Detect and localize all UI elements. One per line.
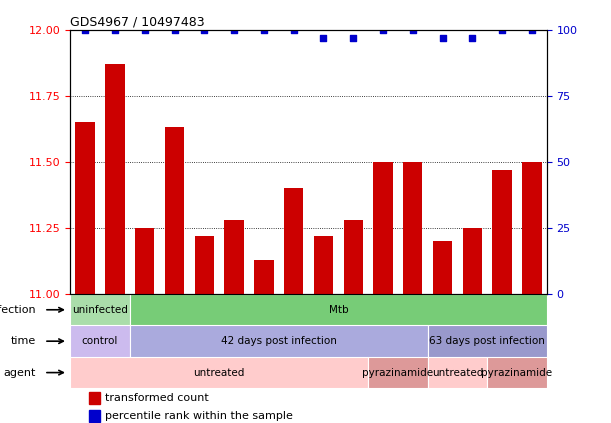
Bar — [284, 188, 303, 294]
Bar — [373, 162, 393, 294]
Bar — [89, 410, 100, 422]
Point — [259, 26, 269, 33]
Bar — [76, 122, 95, 294]
Point — [199, 26, 209, 33]
Bar — [89, 392, 100, 404]
Bar — [70, 294, 130, 325]
Point — [289, 26, 299, 33]
Text: 42 days post infection: 42 days post infection — [221, 336, 337, 346]
Point — [170, 26, 180, 33]
Text: agent: agent — [4, 368, 36, 378]
Text: infection: infection — [0, 305, 36, 315]
Text: transformed count: transformed count — [105, 393, 209, 403]
Point — [378, 26, 388, 33]
Point — [497, 26, 507, 33]
Text: uninfected: uninfected — [72, 305, 128, 315]
Text: Mtb: Mtb — [329, 305, 348, 315]
Text: untreated: untreated — [432, 368, 483, 378]
Bar — [105, 64, 125, 294]
Point — [110, 26, 120, 33]
Point — [467, 34, 477, 41]
Text: GDS4967 / 10497483: GDS4967 / 10497483 — [70, 16, 205, 28]
Text: pyrazinamide: pyrazinamide — [362, 368, 433, 378]
Bar — [135, 228, 155, 294]
Point — [80, 26, 90, 33]
Bar — [488, 357, 547, 388]
Bar — [70, 325, 130, 357]
Bar — [428, 325, 547, 357]
Bar — [130, 294, 547, 325]
Bar — [522, 162, 541, 294]
Bar — [463, 228, 482, 294]
Bar — [492, 170, 512, 294]
Point — [527, 26, 537, 33]
Text: control: control — [82, 336, 119, 346]
Point — [140, 26, 150, 33]
Text: pyrazinamide: pyrazinamide — [481, 368, 552, 378]
Text: time: time — [11, 336, 36, 346]
Bar — [224, 220, 244, 294]
Bar — [403, 162, 422, 294]
Text: percentile rank within the sample: percentile rank within the sample — [105, 411, 293, 421]
Text: untreated: untreated — [194, 368, 245, 378]
Bar — [314, 236, 333, 294]
Point — [437, 34, 447, 41]
Point — [318, 34, 328, 41]
Bar — [130, 325, 428, 357]
Bar — [428, 357, 488, 388]
Bar — [195, 236, 214, 294]
Bar — [433, 241, 452, 294]
Point — [408, 26, 418, 33]
Text: 63 days post infection: 63 days post infection — [430, 336, 545, 346]
Point — [229, 26, 239, 33]
Bar — [70, 357, 368, 388]
Bar — [165, 127, 184, 294]
Point — [348, 34, 358, 41]
Bar — [368, 357, 428, 388]
Bar — [254, 260, 274, 294]
Bar — [343, 220, 363, 294]
